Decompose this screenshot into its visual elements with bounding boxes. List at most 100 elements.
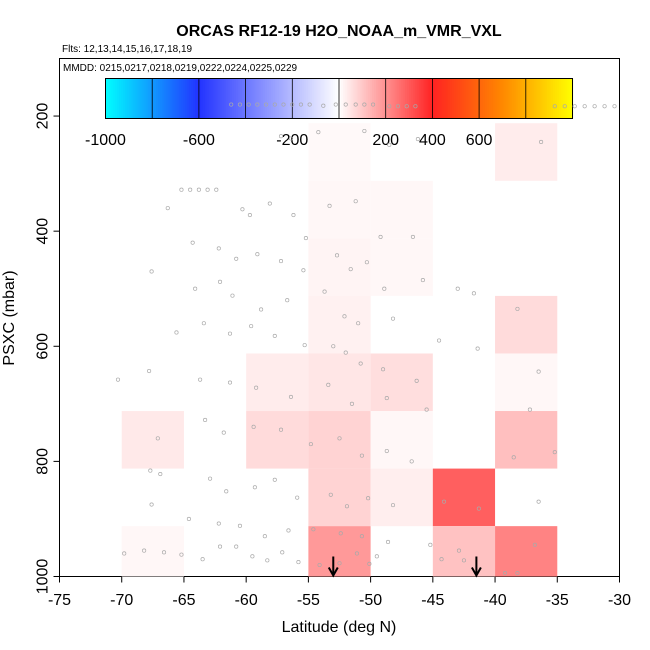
track-point [316,130,321,135]
colorbar-segment [481,78,484,119]
colorbar-segment [455,78,459,119]
colorbar-segment [467,78,470,119]
colorbar-segment [463,78,467,119]
track-point [203,417,208,422]
colorbar-segment [300,78,303,119]
track-point [420,278,425,283]
track-point [338,531,343,536]
track-point [272,477,277,482]
track-point [527,407,532,412]
colorbar-segment [272,78,276,119]
colorbar-segment [562,78,566,119]
colorbar-segment [150,78,153,119]
colorbar-segment [126,78,130,119]
track-point [234,256,239,261]
colorbar-segment [531,78,535,119]
colorbar-segment [333,78,336,119]
track-point [267,201,272,206]
track-point [353,199,358,204]
colorbar-segment [482,78,486,119]
colorbar-segment [414,78,418,119]
colorbar-segment [366,78,369,119]
colorbar-segment [175,78,179,119]
colorbar-segment [109,78,112,119]
colorbar-segment [214,78,218,119]
colorbar-segment [379,78,383,119]
track-point [378,234,383,239]
colorbar-segment [410,78,414,119]
track-point [259,307,264,312]
colorbar-segment [263,78,266,119]
track-point [237,523,242,528]
track-point [359,534,364,539]
colorbar-segment [282,78,286,119]
colorbar-segment [243,78,247,119]
colorbar-segment [115,78,118,119]
track-point [301,268,306,273]
track-point [343,102,348,107]
colorbar-segment [484,78,488,119]
heatmap-cell [370,238,433,296]
colorbar-segment [395,78,398,119]
colorbar-segment [286,78,290,119]
colorbar-segment [370,78,373,119]
colorbar-segment [233,78,237,119]
colorbar-segment [428,78,432,119]
colorbar-segment [558,78,562,119]
track-point [149,269,154,274]
colorbar-segment [442,78,445,119]
track-point [148,468,153,473]
colorbar-segment [350,78,354,119]
track-point [165,206,170,211]
x-tick-label: -45 [421,592,444,609]
x-tick-label: -40 [483,592,506,609]
colorbar-segment [368,78,371,119]
colorbar-segment [307,78,311,119]
arrow-head [471,567,482,578]
colorbar-segment [204,78,208,119]
colorbar-segment [389,78,393,119]
colorbar-segment [274,78,278,119]
track-point [322,289,327,294]
colorbar-segment [113,78,116,119]
track-point [161,550,167,555]
track-point [147,368,152,374]
colorbar-segment [253,78,256,119]
track-point [179,187,184,192]
colorbar-segment [502,78,505,119]
track-point [409,459,414,464]
track-point [281,102,286,107]
track-point [296,560,301,565]
x-tick-label: -55 [297,592,320,609]
colorbar-segment [171,78,175,119]
colorbar-segment [337,78,340,119]
track-point [384,396,389,401]
track-point [193,286,198,291]
colorbar-segment [309,78,313,119]
colorbar-segment [119,78,122,119]
colorbar-segment [377,78,381,119]
track-point [288,394,294,399]
track-point [115,377,121,382]
track-point [390,316,396,321]
colorbar-segment [124,78,128,119]
y-tick-label: 800 [35,448,52,475]
track-point [344,504,350,509]
colorbar-segment [385,78,389,119]
colorbar-segment [117,78,120,119]
track-point [149,502,154,507]
colorbar-segment [278,78,282,119]
track-point [217,544,223,549]
heatmap-cell [246,411,309,469]
colorbar-segment [451,78,455,119]
track-point [302,343,307,348]
track-point [562,104,567,109]
dates-label: MMDD: 0215,0217,0218,0219,0222,0224,0225… [63,63,298,74]
colorbar-segment [177,78,181,119]
track-point [122,551,127,556]
arrow-head [327,567,339,578]
colorbar-segment [292,78,295,119]
track-point [221,430,226,435]
colorbar-segment [438,78,441,119]
colorbar-segment [202,78,206,119]
